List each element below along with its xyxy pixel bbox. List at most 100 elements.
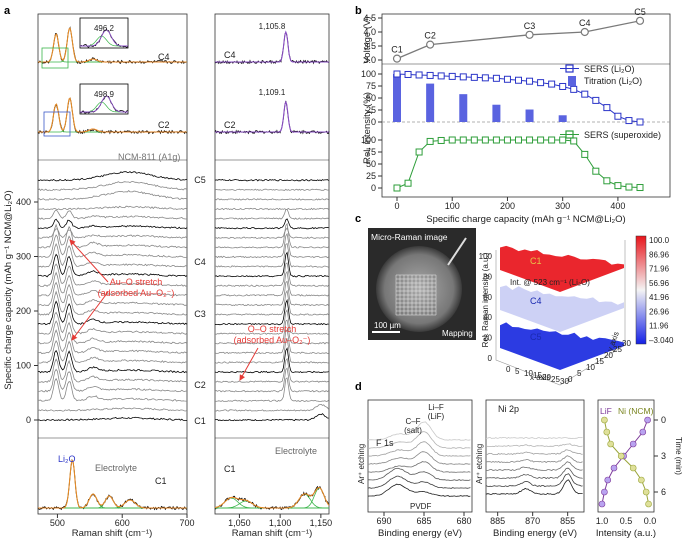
- panel-a-right-frame: [214, 13, 330, 515]
- inset-c4-box: [79, 17, 129, 49]
- mapping-grid: [395, 274, 437, 316]
- spectrum-left-16: [37, 243, 188, 268]
- panel-c: Micro-Raman image 100 µm Mapping 0 20 40 60…: [368, 228, 674, 386]
- colorbar-tick-0: 100.0: [649, 236, 670, 245]
- stage-label-c1-right: C1: [224, 464, 236, 474]
- colorbar-tick-3: 56.96: [649, 279, 670, 288]
- profile-xlabel: Intensity (a.u.): [596, 528, 656, 539]
- b-itick1-label-4: 100: [361, 69, 376, 79]
- spectrum-right-16: [215, 242, 329, 268]
- voltage-point-C1: [392, 54, 402, 63]
- spectrum-right-18: [214, 222, 329, 249]
- surface-box: [495, 240, 626, 386]
- ni-point-5: [638, 476, 645, 484]
- spectrum-right-23: [214, 198, 329, 201]
- spectrum-c1-fit: [38, 459, 187, 509]
- titration-bar-3: [492, 104, 501, 122]
- oo-arrow: [239, 347, 259, 381]
- b-vtick-label-3: 4.5: [363, 13, 376, 23]
- stage-label-c4-top: C4: [158, 52, 170, 62]
- spectrum-left-13: [37, 271, 188, 297]
- panel-b-ylabel-top: Voltage (V): [362, 17, 373, 64]
- sers-li2o-point-10: [503, 75, 511, 83]
- voltage-point-C2: [426, 40, 435, 49]
- sers-li2o-point-16: [570, 85, 578, 93]
- ni-point-2: [607, 440, 614, 448]
- sers-superoxide-point-3: [426, 137, 434, 145]
- ncm-annotation: NCM-811 (A1g): [118, 152, 180, 162]
- y-tick-1: 5: [577, 369, 582, 378]
- voltage-point-C4: [580, 27, 589, 37]
- peak-cf: C–F: [405, 417, 420, 426]
- a-xtick-right-label-1: 1,100: [269, 518, 292, 528]
- sers-superoxide-point-11: [515, 136, 522, 144]
- surface-label-c5: C5: [530, 332, 542, 342]
- spectrum-c1-comp1: [38, 493, 187, 509]
- b-itick2-label-0: 0: [371, 183, 376, 193]
- sers-superoxide-point-9: [492, 136, 500, 144]
- pvdf-label: PVDF: [410, 502, 431, 511]
- stage-label-c1: C1: [194, 416, 206, 426]
- surface-label-c4: C4: [530, 296, 542, 306]
- spectrum-left-20: [37, 218, 188, 230]
- spectrum-c1-right-fit: [214, 486, 330, 509]
- sers-superoxide-point-12: [526, 136, 534, 144]
- ni2p-spectrum-5: [485, 467, 583, 480]
- f1s-spectrum-5: [368, 467, 471, 481]
- intensity-label: Int. @ 523 cm⁻¹ (Li₂O): [510, 278, 590, 287]
- li2o-annotation: Li₂O: [58, 454, 76, 464]
- sers-superoxide-point-19: [603, 177, 611, 185]
- inset-c2-data: [79, 95, 129, 114]
- sers-li2o-point-8: [481, 74, 489, 82]
- sers-superoxide-point-22: [636, 184, 644, 192]
- spectrum-right-10: [214, 298, 329, 326]
- sers-li2o-point-14: [548, 80, 556, 88]
- x-tick-2: 10: [524, 369, 533, 378]
- spectrum-right-8: [214, 319, 329, 345]
- sers-superoxide-point-4: [437, 136, 445, 144]
- voltage-point-C5: [635, 16, 645, 25]
- inset-c2-fit: [80, 95, 128, 113]
- colorbar-tick-4: 41.96: [649, 293, 670, 302]
- spectrum-left-14: [37, 263, 188, 287]
- f1s-spectrum-7: [367, 483, 471, 497]
- panel-b-xlabel: Specific charge capacity (mAh g⁻¹ NCM@Li…: [426, 214, 625, 225]
- sers-li2o-point-21: [625, 117, 633, 125]
- legend-titration-text: Titration (Li₂O): [584, 76, 642, 86]
- x-tick-4: 20: [542, 373, 551, 382]
- z-tick-3: 60: [483, 293, 492, 302]
- spectrum-right-4: [214, 357, 329, 383]
- sers-li2o-point-18: [592, 96, 600, 104]
- panel-b-letter: b: [355, 5, 362, 17]
- stage-label-c2-right: C2: [224, 120, 236, 130]
- titration-bar-4: [525, 109, 534, 122]
- voltage-point-C3: [525, 30, 534, 39]
- b-itick1-label-3: 75: [366, 81, 376, 91]
- sers-li2o-point-9: [492, 74, 500, 82]
- sers-superoxide-point-21: [625, 183, 633, 191]
- y-tick-0: 0: [568, 375, 573, 384]
- spectrum-right-11: [214, 289, 329, 316]
- surface-C1: [500, 245, 624, 292]
- f1s-xlabel: Binding energy (eV): [378, 528, 462, 539]
- y-tick-6: 30: [622, 339, 631, 348]
- panel-a-left-frame: [37, 13, 188, 515]
- a-ytick-label-0: 0: [26, 415, 31, 425]
- x-tick-5: 25: [551, 375, 560, 384]
- spectrum-left-24: [37, 180, 188, 191]
- surface-C5: [500, 322, 624, 370]
- sers-li2o-point-5: [448, 72, 456, 80]
- b-xtick-label-1: 100: [445, 201, 460, 211]
- f1s-spectrum-4: [367, 461, 471, 473]
- b-itick1-label-1: 25: [366, 105, 376, 115]
- b-itick2-label-2: 50: [366, 159, 376, 169]
- sers-li2o-point-7: [470, 73, 478, 81]
- ni2p-spectrum-1: [485, 443, 583, 448]
- spectrum-left-21: [37, 209, 188, 220]
- peak-label-c4: 1,105.8: [259, 22, 286, 31]
- sers-li2o-point-3: [426, 71, 434, 79]
- sers-li2o-point-2: [415, 71, 423, 79]
- z-tick-2: 40: [483, 313, 492, 322]
- etching-label-f1s: Ar⁺ etching: [357, 444, 366, 484]
- electrolyte-annotation-left: Electrolyte: [95, 463, 137, 473]
